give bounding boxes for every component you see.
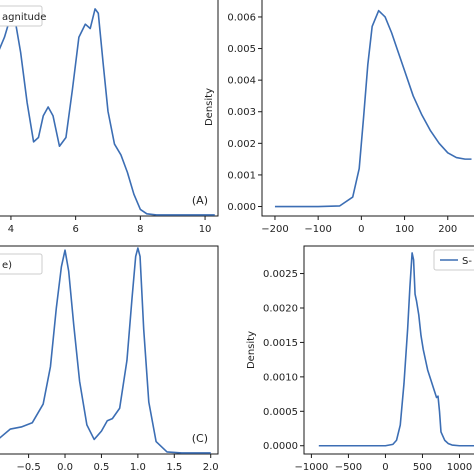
x-tick-label: 200 xyxy=(438,224,457,235)
chart-panel-d: −1000 −500 0 500 1000 0.0000 0.0005 0.0010 0.001… xyxy=(246,245,474,473)
axes-frame xyxy=(0,245,219,455)
y-tick-label: 0.0005 xyxy=(263,407,298,418)
panel-label: (A) xyxy=(192,194,208,207)
x-tick-label: −1000 xyxy=(294,462,328,473)
x-tick-label: 500 xyxy=(413,462,432,473)
panel-label: (C) xyxy=(192,432,208,445)
y-tick-label: 0.005 xyxy=(227,44,256,55)
y-tick-label: 0.001 xyxy=(227,170,256,181)
x-tick-label: 100 xyxy=(395,224,414,235)
legend-label: e) xyxy=(2,260,12,271)
legend: agnitude xyxy=(0,5,46,27)
legend-box xyxy=(0,5,43,27)
x-tick-label: 6 xyxy=(72,224,78,235)
x-tick-label: 1.5 xyxy=(166,462,182,473)
y-tick-label: 0.004 xyxy=(227,76,256,87)
legend-label: agnitude xyxy=(2,12,46,23)
y-tick-label: 0.002 xyxy=(227,139,256,150)
y-tick-label: 0.0015 xyxy=(263,338,298,349)
y-tick-label: 0.000 xyxy=(227,202,256,213)
x-tick-label: 0.0 xyxy=(57,462,73,473)
x-tick-label: −100 xyxy=(304,224,331,235)
legend-box xyxy=(0,253,43,275)
axes-frame xyxy=(303,245,474,455)
x-tick-label: 8 xyxy=(137,224,143,235)
y-tick-label: 0.006 xyxy=(227,12,256,23)
x-tick-label: 2.0 xyxy=(203,462,219,473)
y-tick-label: 0.0010 xyxy=(263,372,298,383)
x-tick-label: 10 xyxy=(199,224,212,235)
x-tick-label: 1000 xyxy=(447,462,472,473)
chart-panel-b: −200 −100 0 100 200 0.000 0.001 0.002 0.003 0.004… xyxy=(204,0,474,235)
y-axis-label: Density xyxy=(204,88,215,126)
y-tick-label: 0.0020 xyxy=(263,303,298,314)
chart-panel-c: −0.5 0.0 0.5 1.0 1.5 2.0 (C) e) xyxy=(0,245,219,473)
legend: S- xyxy=(433,249,474,271)
series-line xyxy=(274,9,472,208)
axes-frame xyxy=(0,0,219,217)
x-tick-label: −200 xyxy=(261,224,288,235)
axes-frame xyxy=(261,0,474,217)
series-line xyxy=(0,8,215,216)
chart-panel-a: 4 6 8 10 (A) agnitude xyxy=(0,0,219,235)
series-line xyxy=(0,247,211,454)
legend-label: S- xyxy=(462,256,472,267)
y-tick-label: 0.003 xyxy=(227,107,256,118)
x-tick-label: 0 xyxy=(382,462,388,473)
y-axis-label: Density xyxy=(246,331,257,369)
x-tick-label: 0.5 xyxy=(93,462,109,473)
x-tick-label: 1.0 xyxy=(130,462,146,473)
x-tick-label: 4 xyxy=(8,224,14,235)
y-tick-label: 0.0000 xyxy=(263,441,298,452)
x-tick-label: −0.5 xyxy=(16,462,40,473)
x-tick-label: −500 xyxy=(335,462,362,473)
x-tick-label: 0 xyxy=(358,224,364,235)
legend: e) xyxy=(0,253,43,275)
series-line xyxy=(318,252,474,447)
y-tick-label: 0.0025 xyxy=(263,269,298,280)
